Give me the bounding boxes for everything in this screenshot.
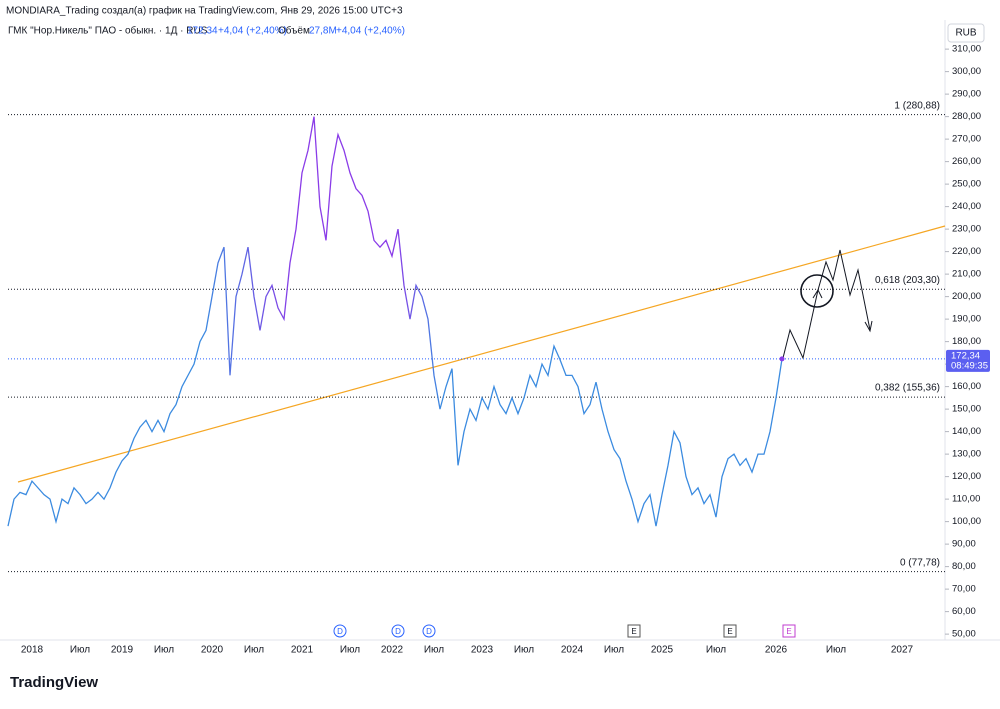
y-tick-label: 200,00 bbox=[952, 291, 981, 302]
y-tick-label: 90,00 bbox=[952, 539, 976, 550]
y-tick-label: 160,00 bbox=[952, 381, 981, 392]
x-tick-label: 2024 bbox=[561, 645, 584, 656]
symbol: ГМК "Нор.Никель" ПАО - обыкн. · 1Д · RUS bbox=[8, 25, 208, 37]
event-icon[interactable] bbox=[422, 624, 436, 638]
forecast-circle bbox=[800, 274, 834, 308]
x-tick-label: 2025 bbox=[651, 645, 674, 656]
event-label[interactable]: E bbox=[727, 627, 732, 636]
fib-label: 0,618 (203,30) bbox=[875, 275, 940, 286]
x-tick-label: Июл bbox=[70, 645, 90, 656]
fib-label: 0 (77,78) bbox=[900, 557, 940, 568]
x-tick-label: Июл bbox=[706, 645, 726, 656]
forecast-arrow bbox=[812, 288, 823, 299]
y-tick-label: 230,00 bbox=[952, 224, 981, 235]
x-tick-label: 2021 bbox=[291, 645, 314, 656]
change: +4,04 (+2,40%) bbox=[218, 26, 287, 37]
x-tick-label: 2022 bbox=[381, 645, 404, 656]
y-tick-label: 80,00 bbox=[952, 561, 976, 572]
price-badge bbox=[946, 349, 990, 372]
event-icon[interactable] bbox=[391, 624, 405, 638]
y-tick-label: 300,00 bbox=[952, 66, 981, 77]
credit: MONDIARA_Trading создал(а) график на Tra… bbox=[6, 5, 403, 17]
y-tick-label: 180,00 bbox=[952, 336, 981, 347]
price: 172,34 bbox=[187, 26, 218, 37]
x-tick-label: Июл bbox=[826, 645, 846, 656]
y-tick-label: 190,00 bbox=[952, 314, 981, 325]
x-tick-label: Июл bbox=[154, 645, 174, 656]
event-icon[interactable] bbox=[627, 624, 641, 638]
events: D D D E E E bbox=[333, 624, 796, 638]
event-label[interactable]: D bbox=[395, 627, 401, 636]
y-tick-label: 150,00 bbox=[952, 404, 981, 415]
countdown: 08:49:35 bbox=[951, 360, 988, 371]
event-label[interactable]: D bbox=[426, 627, 432, 636]
fib-label: 1 (280,88) bbox=[894, 100, 940, 111]
y-tick-label: 260,00 bbox=[952, 156, 981, 167]
forecast-path bbox=[782, 249, 871, 360]
x-tick-label: 2019 bbox=[111, 645, 134, 656]
y-tick-label: 140,00 bbox=[952, 426, 981, 437]
y-tick-label: 120,00 bbox=[952, 471, 981, 482]
event-icon[interactable] bbox=[723, 624, 737, 638]
x-tick-label: 2027 bbox=[891, 645, 914, 656]
event-label[interactable]: D bbox=[337, 627, 343, 636]
logo: TradingView bbox=[10, 674, 98, 691]
volume-label: Объём bbox=[278, 25, 310, 37]
y-tick-label: 240,00 bbox=[952, 201, 981, 212]
y-tick-label: 250,00 bbox=[952, 179, 981, 190]
x-tick-label: Июл bbox=[424, 645, 444, 656]
y-tick-label: 210,00 bbox=[952, 269, 981, 280]
price-line-series bbox=[7, 116, 783, 527]
y-tick-label: 50,00 bbox=[952, 629, 976, 640]
x-tick-label: 2023 bbox=[471, 645, 494, 656]
x-tick-label: Июл bbox=[604, 645, 624, 656]
event-icon[interactable] bbox=[333, 624, 347, 638]
volume-change: +4,04 (+2,40%) bbox=[336, 26, 405, 37]
y-tick-label: 60,00 bbox=[952, 606, 976, 617]
y-tick-label: 220,00 bbox=[952, 246, 981, 257]
x-tick-label: 2018 bbox=[21, 645, 44, 656]
y-tick-label: 100,00 bbox=[952, 516, 981, 527]
event-label[interactable]: E bbox=[631, 627, 636, 636]
y-tick-label: 70,00 bbox=[952, 584, 976, 595]
x-tick-label: Июл bbox=[340, 645, 360, 656]
y-tick-label: 270,00 bbox=[952, 134, 981, 145]
x-tick-label: Июл bbox=[244, 645, 264, 656]
x-tick-label: 2020 bbox=[201, 645, 224, 656]
event-label[interactable]: E bbox=[786, 627, 791, 636]
last-point bbox=[779, 356, 785, 362]
y-tick-label: 110,00 bbox=[952, 494, 980, 505]
trend-line bbox=[17, 225, 946, 483]
y-tick-label: 280,00 bbox=[952, 111, 981, 122]
x-tick-label: Июл bbox=[514, 645, 534, 656]
price-badge-label: 172,34 bbox=[951, 350, 980, 361]
event-icon[interactable] bbox=[782, 624, 796, 638]
volume: 27,8M bbox=[309, 26, 337, 37]
x-tick-label: 2026 bbox=[765, 645, 788, 656]
y-tick-label: 310,00 bbox=[952, 44, 981, 55]
y-tick-label: 130,00 bbox=[952, 449, 981, 460]
currency-box[interactable] bbox=[947, 23, 985, 43]
fib-label: 0,382 (155,36) bbox=[875, 383, 940, 394]
forecast-arrow bbox=[864, 320, 873, 333]
y-tick-label: 290,00 bbox=[952, 89, 981, 100]
currency[interactable]: RUB bbox=[955, 28, 976, 39]
